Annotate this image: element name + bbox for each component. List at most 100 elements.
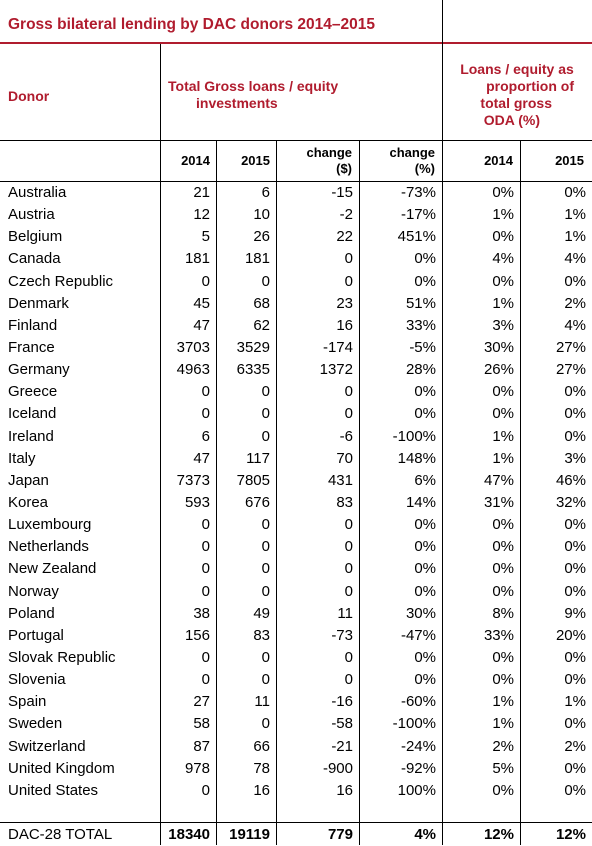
col-2015-header: 2015	[241, 153, 270, 168]
value-2015-cell: 78	[253, 759, 270, 777]
change-cell: 23	[336, 294, 353, 312]
change-cell: -174	[322, 339, 353, 357]
value-2015-cell: 117	[246, 449, 270, 467]
col-divider-2	[276, 141, 277, 845]
value-2014-cell: 0	[201, 671, 210, 689]
donor-cell: Spain	[8, 693, 47, 711]
share-2014-cell: 5%	[492, 759, 514, 777]
table-row: Poland 38 49 11 30% 8% 9%	[0, 603, 592, 625]
change-cell: 431	[327, 471, 353, 489]
change-pct-cell: 0%	[414, 560, 436, 578]
change-cell: 779	[327, 826, 353, 844]
change-pct-cell: -100%	[392, 427, 436, 445]
share-2015-cell: 0%	[564, 560, 586, 578]
change-pct-cell: -60%	[400, 693, 436, 711]
value-2015-cell: 0	[261, 383, 270, 401]
share-2015-cell: 4%	[564, 250, 586, 268]
value-2015-cell: 11	[254, 693, 270, 711]
change-cell: -900	[322, 759, 353, 777]
change-cell: 0	[344, 649, 353, 667]
value-2015-cell: 676	[244, 494, 270, 512]
table-row: Ireland 6 0 -6 -100% 1% 0%	[0, 426, 592, 448]
value-2015-cell: 0	[261, 671, 270, 689]
change-pct-cell: -92%	[400, 759, 436, 777]
share-header-line2: proportion of	[486, 78, 574, 94]
total-loans-group-header: Total Gross loans / equity investments	[168, 78, 438, 112]
column-header-rule	[0, 181, 592, 182]
change-cell: 0	[344, 582, 353, 600]
donor-cell: Italy	[8, 449, 36, 467]
value-2014-cell: 18340	[168, 826, 210, 844]
change-cell: -58	[331, 715, 353, 733]
table-row: Netherlands 0 0 0 0% 0% 0%	[0, 536, 592, 558]
value-2014-cell: 58	[193, 715, 210, 733]
donor-cell: Portugal	[8, 626, 64, 644]
change-pct-header-line1: change	[389, 145, 435, 160]
share-2015-cell: 27%	[555, 339, 586, 357]
col-2014-header: 2014	[181, 153, 210, 168]
value-2014-cell: 87	[193, 737, 210, 755]
change-cell: 0	[344, 272, 353, 290]
share-2015-cell: 2%	[564, 294, 586, 312]
share-2014-cell: 2%	[492, 737, 514, 755]
table-row: Sweden 58 0 -58 -100% 1% 0%	[0, 713, 592, 735]
value-2014-cell: 47	[193, 316, 210, 334]
value-2015-cell: 10	[253, 206, 270, 224]
value-2014-cell: 47	[193, 449, 210, 467]
share-2015-cell: 0%	[564, 272, 586, 290]
change-cell: 0	[344, 250, 353, 268]
share-header-line1: Loans / equity as	[460, 61, 574, 77]
share-2014-cell: 1%	[492, 449, 514, 467]
value-2015-cell: 6	[261, 184, 270, 202]
share-2015-cell: 2%	[564, 737, 586, 755]
change-cell: 16	[336, 316, 353, 334]
value-2014-cell: 0	[201, 560, 210, 578]
change-pct-cell: 0%	[414, 516, 436, 534]
value-2015-cell: 16	[253, 781, 270, 799]
value-2015-cell: 0	[261, 516, 270, 534]
share-2014-cell: 33%	[483, 626, 514, 644]
spacer-cell	[442, 802, 520, 824]
donor-cell: Norway	[8, 582, 59, 600]
share-2015-cell: 0%	[564, 715, 586, 733]
table-row: Denmark 45 68 23 51% 1% 2%	[0, 293, 592, 315]
total-rule	[0, 822, 592, 823]
title-rule	[0, 42, 592, 44]
value-2015-cell: 3529	[236, 339, 270, 357]
table-row: Korea 593 676 83 14% 31% 32%	[0, 492, 592, 514]
share-2014-cell: 0%	[492, 649, 514, 667]
share-2014-cell: 1%	[492, 294, 514, 312]
share-2015-cell: 32%	[555, 494, 586, 512]
table-row: Italy 47 117 70 148% 1% 3%	[0, 448, 592, 470]
col-divider-1	[216, 141, 217, 845]
donor-cell: DAC-28 TOTAL	[8, 826, 113, 844]
table-row: Australia 21 6 -15 -73% 0% 0%	[0, 182, 592, 204]
share-2014-cell: 0%	[492, 383, 514, 401]
share-2014-cell: 0%	[492, 228, 514, 246]
table-row: Slovenia 0 0 0 0% 0% 0%	[0, 669, 592, 691]
change-pct-cell: 33%	[405, 316, 436, 334]
donor-column-divider	[160, 44, 161, 845]
donor-cell: United States	[8, 781, 99, 799]
value-2014-cell: 27	[193, 693, 210, 711]
value-2014-cell: 0	[201, 649, 210, 667]
change-pct-cell: -17%	[400, 206, 436, 224]
donor-cell: Switzerland	[8, 737, 86, 755]
spacer-cell	[520, 802, 592, 824]
share-2015-cell: 46%	[555, 471, 586, 489]
donor-cell: Luxembourg	[8, 516, 92, 534]
table-row: United States 0 16 16 100% 0% 0%	[0, 780, 592, 802]
change-pct-cell: 6%	[414, 471, 436, 489]
share-2015-cell: 12%	[555, 826, 586, 844]
share-2014-cell: 0%	[492, 781, 514, 799]
value-2014-cell: 0	[201, 538, 210, 556]
value-2015-cell: 19119	[229, 826, 270, 844]
table-row: Luxembourg 0 0 0 0% 0% 0%	[0, 514, 592, 536]
table-row: Iceland 0 0 0 0% 0% 0%	[0, 403, 592, 425]
table-row: Portugal 156 83 -73 -47% 33% 20%	[0, 625, 592, 647]
donor-cell: Netherlands	[8, 538, 89, 556]
share-2015-cell: 1%	[564, 206, 586, 224]
share-2014-cell: 1%	[492, 715, 514, 733]
share-group-divider	[442, 0, 443, 845]
